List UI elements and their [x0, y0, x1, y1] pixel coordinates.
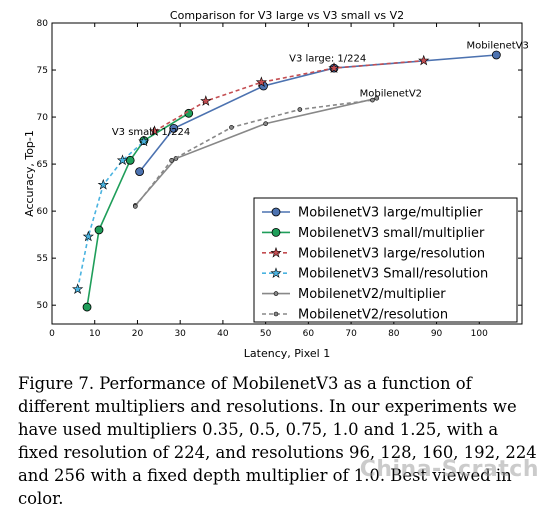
series-line — [86, 112, 190, 308]
legend-label: MobilenetV2/resolution — [298, 308, 448, 323]
y-tick-label: 65 — [37, 160, 48, 170]
legend-marker — [273, 311, 279, 317]
data-point — [116, 154, 129, 166]
data-point — [169, 158, 174, 163]
x-tick-label: 50 — [260, 329, 272, 339]
chart-title: Comparison for V3 large vs V3 small vs V… — [170, 9, 404, 22]
x-tick-label: 90 — [431, 329, 443, 339]
data-point — [97, 178, 109, 190]
x-tick-label: 70 — [345, 329, 357, 339]
data-point — [72, 283, 84, 294]
series-2 — [148, 54, 430, 136]
data-point — [169, 123, 179, 133]
legend-label: MobilenetV3 large/multiplier — [298, 206, 483, 221]
data-point — [125, 155, 135, 165]
series-3 — [72, 135, 150, 294]
plot-frame — [51, 22, 523, 325]
plot-area: 0 10 20 30 40 50 60 70 80 90 100 50 55 60 65 70 75 80 Mobi… — [37, 19, 529, 339]
legend: MobilenetV3 large/multiplier MobilenetV3 … — [253, 197, 518, 323]
data-point — [138, 135, 150, 147]
legend-box — [253, 197, 518, 323]
legend-marker — [270, 246, 282, 258]
x-tick-label: 60 — [303, 329, 315, 339]
data-point — [491, 50, 501, 60]
annotation-label: V3 small: 1/224 — [112, 127, 190, 138]
figure-caption: Figure 7. Performance of MobilenetV3 as … — [18, 374, 537, 508]
x-tick-label: 100 — [471, 329, 488, 339]
legend-label: MobilenetV2/multiplier — [298, 287, 446, 302]
data-point — [82, 230, 94, 242]
data-point — [200, 95, 212, 106]
data-point — [255, 76, 267, 88]
series-line — [134, 99, 373, 207]
data-point — [229, 125, 234, 130]
x-tick-label: 0 — [49, 329, 55, 339]
legend-label: MobilenetV3 large/resolution — [298, 246, 485, 261]
series-4 — [133, 95, 380, 208]
data-point — [94, 225, 104, 235]
data-point — [133, 204, 138, 209]
data-point — [370, 97, 375, 103]
data-point — [263, 121, 268, 126]
annotation-label: V3 large: 1/224 — [289, 54, 366, 65]
y-tick-label: 80 — [37, 19, 49, 29]
data-point — [418, 54, 430, 66]
x-tick-label: 30 — [174, 329, 186, 339]
y-tick-label: 55 — [37, 254, 48, 264]
data-point — [297, 107, 303, 112]
legend-marker — [271, 227, 281, 237]
legend-marker — [270, 267, 282, 278]
data-point — [148, 125, 161, 136]
y-tick-label: 60 — [37, 207, 49, 217]
data-point — [135, 167, 144, 177]
y-tick-label: 75 — [37, 66, 48, 76]
x-tick-label: 40 — [217, 329, 229, 339]
watermark: China-Scratch — [359, 457, 539, 482]
y-tick-label: 50 — [37, 301, 49, 311]
series-1 — [82, 108, 194, 312]
legend-label: MobilenetV3 small/multiplier — [298, 226, 485, 241]
y-axis-label: Accuracy, Top-1 — [23, 130, 36, 217]
x-tick-label: 10 — [89, 329, 101, 339]
series-line — [76, 140, 145, 290]
y-tick-label: 70 — [37, 113, 49, 123]
data-point — [328, 62, 340, 73]
series-line — [134, 97, 377, 207]
x-tick-label: 20 — [132, 329, 144, 339]
annotation-label: MobilenetV3 — [466, 40, 528, 51]
series-5 — [133, 97, 375, 209]
legend-marker — [271, 207, 281, 217]
chart: Comparison for V3 large vs V3 small vs V… — [23, 9, 529, 360]
legend-marker — [273, 291, 279, 296]
annotation-label: MobilenetV2 — [360, 88, 422, 99]
data-point — [374, 95, 380, 101]
x-tick-label: 80 — [388, 329, 400, 339]
data-point — [82, 302, 92, 312]
x-axis-label: Latency, Pixel 1 — [244, 347, 330, 360]
legend-label: MobilenetV3 Small/resolution — [298, 267, 488, 282]
